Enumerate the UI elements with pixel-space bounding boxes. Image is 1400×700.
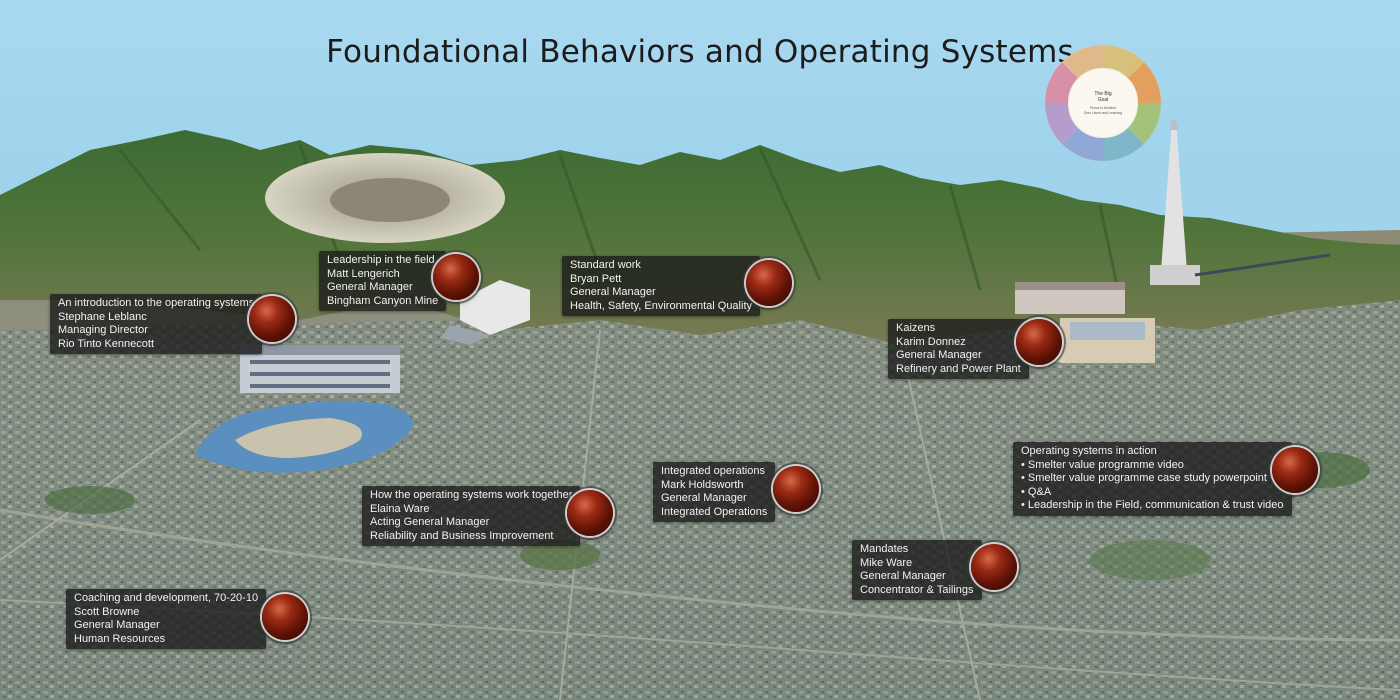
presenter-role: Managing Director [58,324,148,336]
presenter-name: Elaina Ware [370,502,430,515]
hotspot-title: Mandates [860,543,909,555]
hotspot-title: Kaizens [896,322,936,334]
page-title: Foundational Behaviors and Operating Sys… [326,34,1074,70]
presenter-unit: Rio Tinto Kennecott [58,337,155,350]
bullet-item[interactable]: Smelter value programme video [1021,459,1284,473]
hotspot-title: How the operating systems work together [370,489,573,501]
presenter-name: Karim Donnez [896,335,966,348]
presenter-name: Mike Ware [860,556,913,569]
presenter-unit: Reliability and Business Improvement [370,529,554,542]
hotspot-title: Coaching and development, 70-20-10 [74,592,259,604]
hotspot-title: Standard work [570,259,641,271]
presenter-name: Scott Browne [74,605,140,618]
bullet-item[interactable]: Smelter value programme case study power… [1021,472,1284,486]
hotspot-button-mandates[interactable] [971,544,1017,590]
presenter-name: Bryan Pett [570,272,622,285]
hotspot-button-kaizens[interactable] [1016,319,1062,365]
hotspot-label-intro[interactable]: An introduction to the operating systems… [50,294,263,354]
hotspot-button-leadership[interactable] [433,254,479,300]
presenter-role: General Manager [661,492,747,504]
presenter-unit: Health, Safety, Environmental Quality [570,299,752,312]
presenter-role: General Manager [74,619,160,631]
hotspot-title: An introduction to the operating systems [58,297,255,309]
presenter-role: General Manager [327,281,413,293]
hotspot-title: Operating systems in action [1021,445,1157,457]
hotspot-button-how-work-together[interactable] [567,490,613,536]
hotspot-label-how-work-together[interactable]: How the operating systems work together … [362,486,581,546]
hotspot-button-operating-in-action[interactable] [1272,447,1318,493]
hotspot-label-standard-work[interactable]: Standard work Bryan Pett General Manager… [562,256,760,316]
presenter-unit: Bingham Canyon Mine [327,294,439,307]
hotspot-label-coaching[interactable]: Coaching and development, 70-20-10 Scott… [66,589,267,649]
presenter-unit: Human Resources [74,632,166,645]
bullet-item[interactable]: Leadership in the Field, communication &… [1021,499,1284,513]
hotspot-button-coaching[interactable] [262,594,308,640]
wheel-center-line-2: Goal [1098,97,1109,103]
presenter-name: Stephane Leblanc [58,310,147,323]
wheel-center-line-1: The Big [1094,91,1111,97]
wheel-center-sub-2: Zero Harm and Learning [1084,111,1122,115]
hotspot-label-mandates[interactable]: Mandates Mike Ware General Manager Conce… [852,540,982,600]
hotspot-label-kaizens[interactable]: Kaizens Karim Donnez General Manager Ref… [888,319,1029,379]
big-goal-wheel-icon[interactable]: The Big Goal Proud to Achieve Zero Harm … [1043,43,1163,163]
presenter-unit: Concentrator & Tailings [860,583,974,596]
bullet-item[interactable]: Q&A [1021,486,1284,500]
wheel-center-sub-1: Proud to Achieve [1090,106,1117,110]
hotspot-title: Integrated operations [661,465,765,477]
hotspot-label-integrated-ops[interactable]: Integrated operations Mark Holdsworth Ge… [653,462,776,522]
presenter-role: Acting General Manager [370,516,490,528]
hotspot-button-integrated-ops[interactable] [773,466,819,512]
presenter-role: General Manager [570,286,656,298]
presenter-role: General Manager [896,349,982,361]
hotspot-button-intro[interactable] [249,296,295,342]
presenter-name: Matt Lengerich [327,267,400,280]
hotspot-label-operating-in-action[interactable]: Operating systems in action Smelter valu… [1013,442,1292,516]
hotspot-title: Leadership in the field [327,254,435,266]
hotspot-label-leadership[interactable]: Leadership in the field Matt Lengerich G… [319,251,447,311]
presenter-role: General Manager [860,570,946,582]
hotspot-button-standard-work[interactable] [746,260,792,306]
presenter-name: Mark Holdsworth [661,478,744,491]
presenter-unit: Integrated Operations [661,505,768,518]
presenter-unit: Refinery and Power Plant [896,362,1021,375]
